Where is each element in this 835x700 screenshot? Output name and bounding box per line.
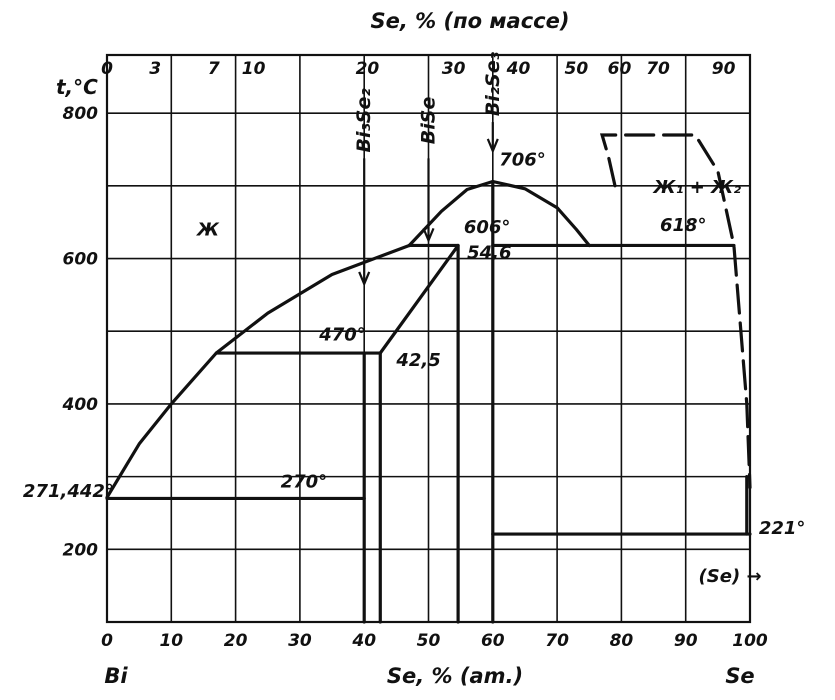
top-tick-label: 60 [608,59,632,79]
top-tick-label: 50 [565,59,589,79]
annotation-label: 42,5 [395,350,440,371]
annotation-label: 470° [318,325,366,346]
top-tick-label: 30 [442,59,466,79]
arrowhead-icon [486,138,499,154]
x-tick-label: 10 [159,631,183,651]
compound-label: Bi₃Se₂ [353,88,375,153]
top-tick-label: 40 [506,59,531,79]
top-tick-label: 7 [208,59,220,79]
annotation-label: 270° [281,472,328,493]
x-tick-label: 20 [224,631,248,651]
phase-curve-bise-compound-line [378,243,460,624]
annotation-label: 271,442° [23,481,114,502]
annotation-label: 606° [464,217,511,238]
x-tick-label: 40 [351,631,376,651]
phase-curve-liquid-miscibility-gap [599,133,752,490]
top-tick-label: 70 [646,59,670,79]
annotation-label: 618° [660,215,707,236]
top-tick-label: 90 [712,59,736,79]
annotation-label: Ж₁ + Ж₂ [652,177,742,198]
y-tick-label: 600 [63,250,99,270]
annotation-label: 706° [499,149,546,170]
x-axis-title: Se, % (am.) [387,664,523,688]
y-tick-label: 400 [62,395,99,415]
x-tick-label: 0 [101,631,113,651]
arrowhead-icon [358,271,371,287]
y-axis-title: t,°C [56,75,98,99]
x-tick-label: 50 [417,631,441,651]
x-tick-label: 70 [545,631,569,651]
top-axis-title: Se, % (по массе) [371,9,570,33]
x-left-element-label: Bi [104,664,128,688]
phase-lines [105,133,752,624]
x-tick-label: 80 [610,631,634,651]
axis-ticks: 0 10 20 30 40 50 60 70 80 90 100 200 400 600 800 0 3 7 10 2… [62,59,768,651]
x-tick-label: 30 [288,631,312,651]
arrowhead-icon [422,227,435,244]
annotation-label: 221° [759,518,806,539]
top-tick-label: 20 [356,59,380,79]
annotations: Bi₃Se₂ BiSe Bi₂Se₃ Ж Ж₁ + Ж₂ 706° 606° 618° 54,6… [23,51,806,587]
phase-curve-liquidus-bi2se3 [407,179,591,248]
x-tick-label: 60 [481,631,505,651]
compound-label: BiSe [418,97,440,145]
y-tick-label: 200 [63,540,99,560]
annotation-label: 54,6 [467,243,511,264]
x-tick-label: 100 [732,631,768,651]
x-right-element-label: Se [725,664,754,688]
annotation-label: Ж [195,219,220,240]
top-tick-label: 10 [242,59,266,79]
top-tick-label: 0 [101,59,113,79]
x-tick-label: 90 [674,631,698,651]
top-tick-label: 3 [149,59,161,79]
y-tick-label: 800 [63,104,99,124]
annotation-label: (Se) → [699,566,762,587]
compound-label: Bi₂Se₃ [482,51,504,116]
